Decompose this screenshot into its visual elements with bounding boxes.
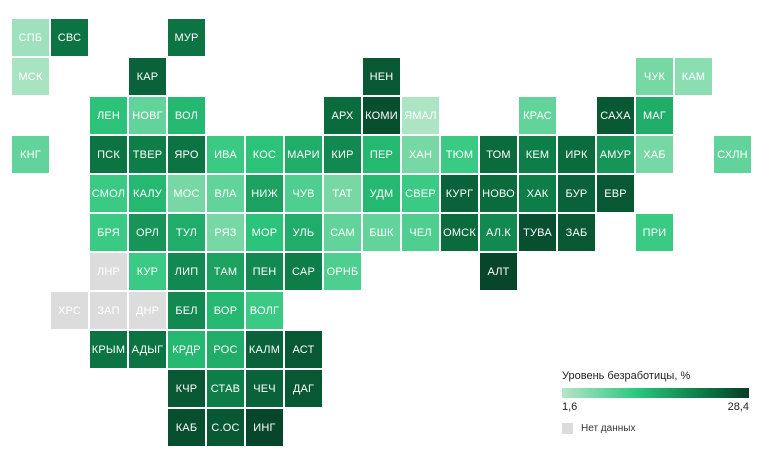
region-tile-ново[interactable]: НОВО bbox=[480, 175, 517, 212]
region-tile-том[interactable]: ТОМ bbox=[480, 136, 517, 173]
legend-title: Уровень безработицы, % bbox=[562, 370, 691, 382]
nodata-label: Нет данных bbox=[581, 423, 636, 434]
region-tile-хан[interactable]: ХАН bbox=[402, 136, 439, 173]
region-tile-вор[interactable]: ВОР bbox=[207, 292, 244, 329]
region-tile-пен[interactable]: ПЕН bbox=[246, 253, 283, 290]
region-tile-свер[interactable]: СВЕР bbox=[402, 175, 439, 212]
region-tile-кам[interactable]: КАМ bbox=[675, 58, 712, 95]
legend-min-label: 1,6 bbox=[562, 401, 578, 413]
region-tile-амур[interactable]: АМУР bbox=[597, 136, 634, 173]
region-tile-мур[interactable]: МУР bbox=[168, 19, 205, 56]
region-tile-мари[interactable]: МАРИ bbox=[285, 136, 322, 173]
region-tile-мск[interactable]: МСК bbox=[12, 58, 49, 95]
region-tile-даг[interactable]: ДАГ bbox=[285, 370, 322, 407]
region-tile-став[interactable]: СТАВ bbox=[207, 370, 244, 407]
region-tile-пск[interactable]: ПСК bbox=[90, 136, 127, 173]
region-tile-каб[interactable]: КАБ bbox=[168, 409, 205, 446]
region-tile-мор[interactable]: МОР bbox=[246, 214, 283, 251]
region-tile-хаб[interactable]: ХАБ bbox=[636, 136, 673, 173]
region-tile-хрс[interactable]: ХРС bbox=[51, 292, 88, 329]
region-tile-вла[interactable]: ВЛА bbox=[207, 175, 244, 212]
region-tile-инг[interactable]: ИНГ bbox=[246, 409, 283, 446]
region-tile-чук[interactable]: ЧУК bbox=[636, 58, 673, 95]
region-tile-лен[interactable]: ЛЕН bbox=[90, 97, 127, 134]
legend-color-scale bbox=[562, 388, 749, 398]
region-tile-кнг[interactable]: КНГ bbox=[12, 136, 49, 173]
region-tile-бшк[interactable]: БШК bbox=[363, 214, 400, 251]
region-tile-твер[interactable]: ТВЕР bbox=[129, 136, 166, 173]
region-tile-ал.к[interactable]: АЛ.К bbox=[480, 214, 517, 251]
region-tile-рос[interactable]: РОС bbox=[207, 331, 244, 368]
region-tile-кур[interactable]: КУР bbox=[129, 253, 166, 290]
region-tile-омск[interactable]: ОМСК bbox=[441, 214, 478, 251]
region-tile-крдр[interactable]: КРДР bbox=[168, 331, 205, 368]
legend-ticks: 1,6 28,4 bbox=[562, 401, 749, 413]
region-tile-калу[interactable]: КАЛУ bbox=[129, 175, 166, 212]
region-tile-кир[interactable]: КИР bbox=[324, 136, 361, 173]
region-tile-арх[interactable]: АРХ bbox=[324, 97, 361, 134]
region-tile-схлн[interactable]: СХЛН bbox=[714, 136, 751, 173]
region-tile-аст[interactable]: АСТ bbox=[285, 331, 322, 368]
region-tile-сам[interactable]: САМ bbox=[324, 214, 361, 251]
region-tile-алт[interactable]: АЛТ bbox=[480, 253, 517, 290]
region-tile-тува[interactable]: ТУВА bbox=[519, 214, 556, 251]
region-tile-кем[interactable]: КЕМ bbox=[519, 136, 556, 173]
region-tile-удм[interactable]: УДМ bbox=[363, 175, 400, 212]
region-tile-евр[interactable]: ЕВР bbox=[597, 175, 634, 212]
region-tile-тул[interactable]: ТУЛ bbox=[168, 214, 205, 251]
region-tile-волг[interactable]: ВОЛГ bbox=[246, 292, 283, 329]
region-tile-лип[interactable]: ЛИП bbox=[168, 253, 205, 290]
region-tile-ямал[interactable]: ЯМАЛ bbox=[402, 97, 439, 134]
region-tile-бел[interactable]: БЕЛ bbox=[168, 292, 205, 329]
legend-nodata: Нет данных bbox=[562, 423, 752, 434]
region-tile-спб[interactable]: СПБ bbox=[12, 19, 49, 56]
region-tile-саха[interactable]: САХА bbox=[597, 97, 634, 134]
region-tile-мос[interactable]: МОС bbox=[168, 175, 205, 212]
region-tile-орнб[interactable]: ОРНБ bbox=[324, 253, 361, 290]
region-tile-крым[interactable]: КРЫМ bbox=[90, 331, 127, 368]
region-tile-кург[interactable]: КУРГ bbox=[441, 175, 478, 212]
region-tile-новг[interactable]: НОВГ bbox=[129, 97, 166, 134]
region-tile-хак[interactable]: ХАК bbox=[519, 175, 556, 212]
region-tile-чув[interactable]: ЧУВ bbox=[285, 175, 322, 212]
region-tile-уль[interactable]: УЛЬ bbox=[285, 214, 322, 251]
region-tile-нен[interactable]: НЕН bbox=[363, 58, 400, 95]
region-tile-с.ос[interactable]: С.ОС bbox=[207, 409, 244, 446]
region-tile-тюм[interactable]: ТЮМ bbox=[441, 136, 478, 173]
region-tile-чел[interactable]: ЧЕЛ bbox=[402, 214, 439, 251]
region-tile-бур[interactable]: БУР bbox=[558, 175, 595, 212]
region-tile-кар[interactable]: КАР bbox=[129, 58, 166, 95]
region-tile-ирк[interactable]: ИРК bbox=[558, 136, 595, 173]
region-tile-кчр[interactable]: КЧР bbox=[168, 370, 205, 407]
region-tile-зап[interactable]: ЗАП bbox=[90, 292, 127, 329]
region-tile-кос[interactable]: КОС bbox=[246, 136, 283, 173]
legend-max-label: 28,4 bbox=[727, 401, 749, 413]
region-tile-адыг[interactable]: АДЫГ bbox=[129, 331, 166, 368]
region-tile-днр[interactable]: ДНР bbox=[129, 292, 166, 329]
region-tile-коми[interactable]: КОМИ bbox=[363, 97, 400, 134]
region-tile-яро[interactable]: ЯРО bbox=[168, 136, 205, 173]
region-tile-вол[interactable]: ВОЛ bbox=[168, 97, 205, 134]
region-tile-пер[interactable]: ПЕР bbox=[363, 136, 400, 173]
region-tile-маг[interactable]: МАГ bbox=[636, 97, 673, 134]
region-tile-ряз[interactable]: РЯЗ bbox=[207, 214, 244, 251]
nodata-swatch bbox=[562, 423, 573, 434]
region-tile-сар[interactable]: САР bbox=[285, 253, 322, 290]
region-tile-чеч[interactable]: ЧЕЧ bbox=[246, 370, 283, 407]
region-tile-лнр[interactable]: ЛНР bbox=[90, 253, 127, 290]
region-tile-ива[interactable]: ИВА bbox=[207, 136, 244, 173]
region-tile-смол[interactable]: СМОЛ bbox=[90, 175, 127, 212]
region-tile-бря[interactable]: БРЯ bbox=[90, 214, 127, 251]
region-tile-орл[interactable]: ОРЛ bbox=[129, 214, 166, 251]
region-tile-тат[interactable]: ТАТ bbox=[324, 175, 361, 212]
region-tile-крас[interactable]: КРАС bbox=[519, 97, 556, 134]
region-tile-там[interactable]: ТАМ bbox=[207, 253, 244, 290]
region-tile-при[interactable]: ПРИ bbox=[636, 214, 673, 251]
region-tile-калм[interactable]: КАЛМ bbox=[246, 331, 283, 368]
legend: Уровень безработицы, % 1,6 28,4 Нет данн… bbox=[562, 370, 752, 434]
region-tile-ниж[interactable]: НИЖ bbox=[246, 175, 283, 212]
region-tile-заб[interactable]: ЗАБ bbox=[558, 214, 595, 251]
region-tile-свс[interactable]: СВС bbox=[51, 19, 88, 56]
